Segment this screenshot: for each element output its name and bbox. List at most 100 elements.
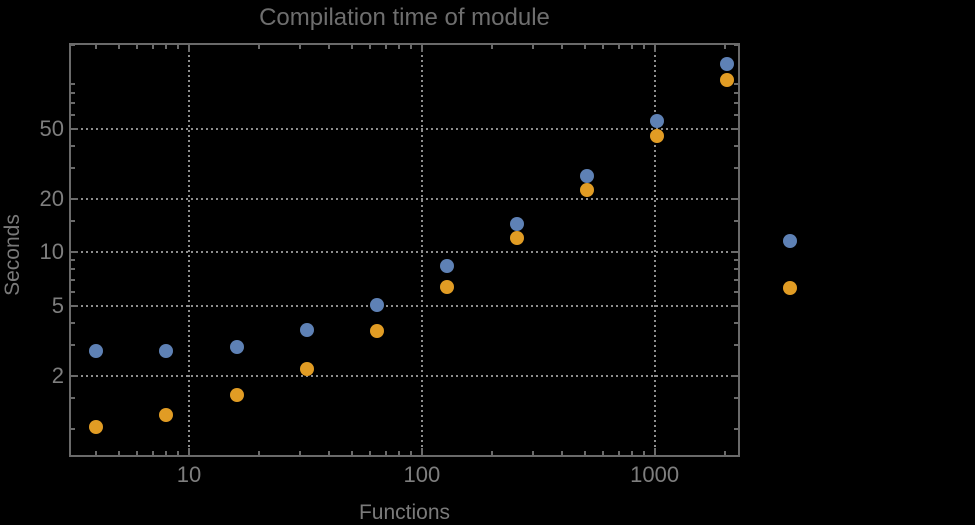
y-tick	[734, 102, 738, 104]
y-tick	[734, 43, 738, 46]
x-tick	[601, 451, 604, 455]
y-tick	[731, 127, 738, 130]
x-tick	[117, 45, 120, 49]
x-tick	[420, 45, 423, 52]
y-tick	[71, 278, 75, 281]
y-tick	[71, 198, 78, 201]
gridline-x-100	[420, 45, 423, 455]
x-tick	[617, 451, 620, 455]
y-tick	[734, 220, 738, 223]
y-tick	[734, 259, 738, 262]
data-point-series-2-orange-x64	[369, 323, 384, 338]
plot-frame	[69, 43, 740, 457]
y-tick	[734, 167, 738, 170]
y-tick	[71, 127, 78, 130]
x-axis-label: Functions	[358, 501, 451, 524]
y-tick	[71, 374, 78, 377]
x-tick	[723, 45, 726, 49]
data-point-series-1-blue-x8	[159, 343, 174, 358]
data-point-series-2-orange-x8	[159, 408, 174, 423]
x-tick	[631, 45, 634, 49]
y-tick	[731, 251, 738, 254]
data-point-series-2-orange-x4	[89, 419, 104, 434]
x-tick	[583, 451, 586, 455]
y-tick-label-2: 2	[51, 362, 64, 388]
x-tick	[177, 451, 180, 455]
x-tick	[398, 451, 401, 455]
y-tick	[734, 428, 738, 431]
x-tick	[258, 451, 261, 455]
x-tick	[258, 45, 261, 49]
y-tick	[734, 144, 738, 147]
x-tick	[410, 45, 413, 49]
y-tick	[71, 304, 78, 307]
x-tick	[95, 45, 98, 49]
x-tick	[165, 451, 168, 455]
y-tick	[71, 396, 75, 399]
x-tick	[631, 451, 634, 455]
x-tick	[136, 451, 139, 455]
x-tick	[420, 448, 423, 455]
data-point-series-2-orange-x32	[299, 361, 314, 376]
x-tick	[384, 451, 387, 455]
data-point-series-1-blue-x32	[299, 322, 314, 337]
data-point-series-1-blue-x256	[509, 216, 524, 231]
x-tick	[560, 451, 563, 455]
data-point-series-2-orange-x1024	[650, 129, 664, 144]
y-tick	[734, 396, 738, 399]
gridline-y-10	[71, 251, 738, 254]
x-tick	[723, 451, 726, 455]
y-tick	[71, 343, 75, 346]
x-tick	[560, 45, 563, 49]
x-tick	[653, 45, 656, 52]
x-tick-label-100: 100	[403, 462, 441, 487]
x-tick	[642, 45, 645, 49]
y-tick	[71, 220, 75, 223]
x-tick	[328, 451, 331, 455]
y-tick	[71, 321, 75, 324]
x-tick	[490, 45, 493, 49]
y-tick	[734, 91, 738, 94]
x-tick	[653, 448, 656, 455]
data-point-series-1-blue-x1024	[650, 113, 664, 128]
y-tick	[71, 43, 75, 46]
x-tick-label-1000: 1000	[630, 462, 680, 487]
y-tick	[734, 278, 738, 281]
x-tick	[531, 451, 534, 455]
x-tick	[617, 45, 620, 49]
x-tick	[601, 45, 604, 49]
x-tick	[328, 45, 331, 49]
data-point-series-2-orange-x128	[439, 279, 454, 294]
data-point-series-1-blue-x128	[439, 258, 454, 273]
x-tick	[177, 45, 180, 49]
x-tick	[165, 45, 168, 49]
gridline-x-10	[188, 45, 191, 455]
data-point-series-2-orange-x2048	[720, 72, 735, 87]
data-point-series-1-blue-x64	[369, 297, 384, 312]
x-tick	[95, 451, 98, 455]
y-tick	[734, 268, 738, 271]
y-tick	[71, 144, 75, 147]
gridline-y-50	[71, 127, 738, 130]
y-tick	[734, 82, 738, 85]
x-tick	[136, 45, 139, 49]
x-tick	[490, 451, 493, 455]
x-tick-label-10: 10	[176, 462, 202, 487]
y-tick	[71, 82, 75, 85]
x-tick	[151, 45, 154, 49]
x-tick	[299, 451, 302, 455]
y-tick	[71, 259, 75, 262]
x-tick	[642, 451, 645, 455]
x-tick	[398, 45, 401, 49]
data-point-series-2-orange-x512	[579, 183, 594, 198]
y-tick	[731, 198, 738, 201]
data-point-series-1-blue-x2048	[720, 57, 735, 72]
gridline-y-20	[71, 198, 738, 201]
y-tick	[734, 343, 738, 346]
y-tick	[734, 113, 738, 116]
legend-marker-series-1-marker	[783, 234, 797, 248]
x-tick	[384, 45, 387, 49]
y-tick	[71, 251, 78, 254]
x-tick	[583, 45, 586, 49]
